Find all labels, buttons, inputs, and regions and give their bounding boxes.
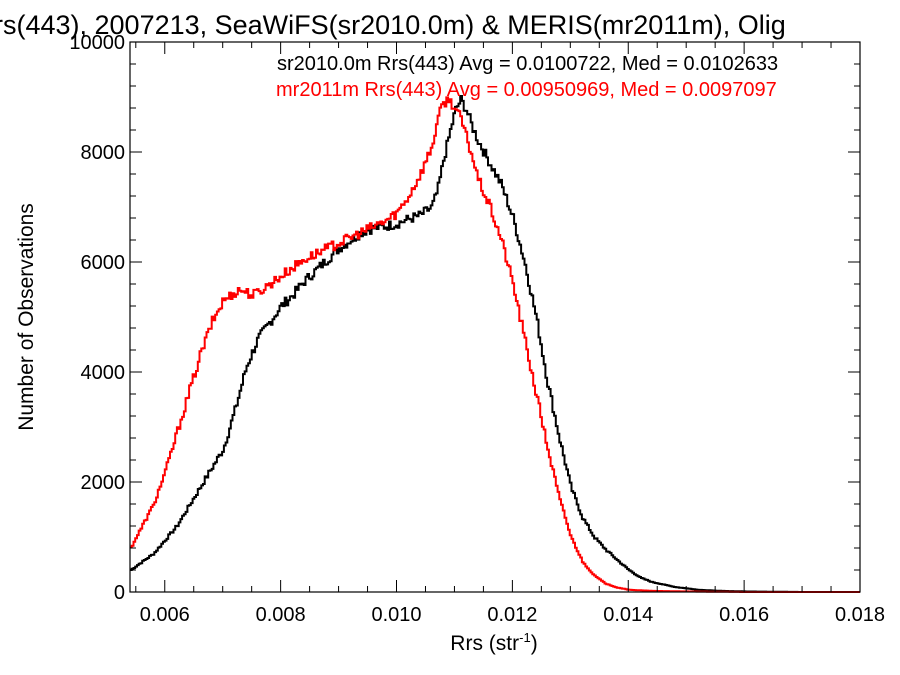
plot-area <box>129 41 861 593</box>
legend-annotations: sr2010.0m Rrs(443) Avg = 0.0100722, Med … <box>276 53 778 101</box>
y-tick-label: 10000 <box>69 32 125 54</box>
x-axis: 0.006 0.008 0.010 0.012 0.014 0.016 0.018 <box>135 42 885 626</box>
y-tick-label: 8000 <box>81 142 126 164</box>
legend-annotation-black: sr2010.0m Rrs(443) Avg = 0.0100722, Med … <box>277 53 778 75</box>
y-tick-label: 0 <box>114 582 125 604</box>
x-axis-label-close: ) <box>531 632 538 655</box>
x-tick-label: 0.016 <box>719 604 769 626</box>
x-axis-label: Rrs (str-1) <box>450 630 537 655</box>
x-tick-label: 0.006 <box>140 604 190 626</box>
legend-annotation-red: mr2011m Rrs(443) Avg = 0.00950969, Med =… <box>276 79 777 101</box>
series-line-0 <box>130 95 860 593</box>
y-tick-label: 4000 <box>81 362 126 384</box>
x-tick-label: 0.018 <box>835 604 885 626</box>
x-axis-label-main: Rrs (str <box>450 632 519 655</box>
x-tick-label: 0.014 <box>603 604 653 626</box>
x-tick-label: 0.012 <box>487 604 537 626</box>
series-line-1 <box>130 96 860 593</box>
x-axis-label-superscript: -1 <box>519 630 531 645</box>
y-axis: 0 2000 4000 6000 8000 10000 <box>69 32 860 604</box>
x-tick-label: 0.010 <box>371 604 421 626</box>
y-tick-label: 6000 <box>81 252 126 274</box>
x-tick-label: 0.008 <box>256 604 306 626</box>
plot-frame <box>129 41 861 593</box>
y-tick-label: 2000 <box>81 472 126 494</box>
y-axis-label: Number of Observations <box>15 203 38 431</box>
chart-title: rs(443), 2007213, SeaWiFS(sr2010.0m) & M… <box>0 10 786 40</box>
